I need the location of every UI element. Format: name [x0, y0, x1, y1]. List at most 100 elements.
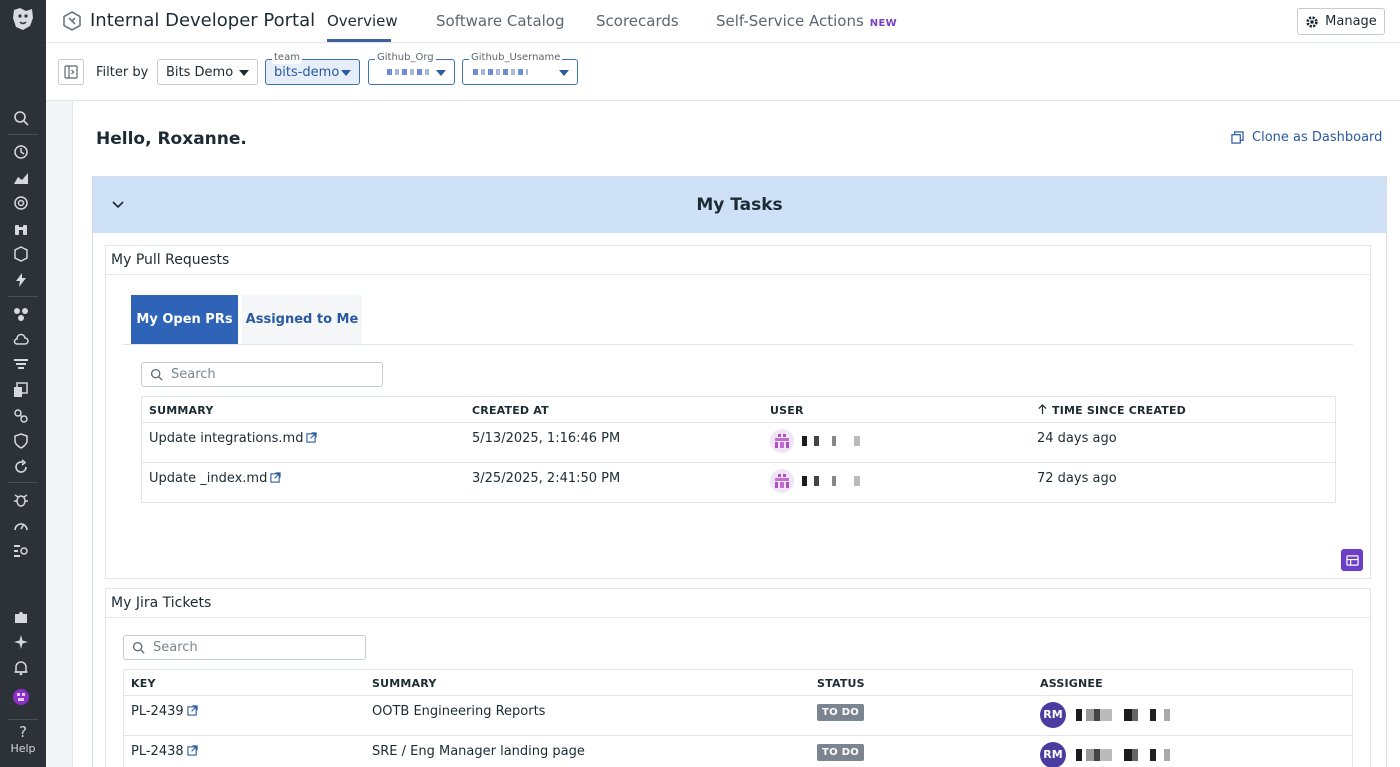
jira-key-link[interactable]: PL-2439	[131, 704, 198, 719]
jira-key-text: PL-2438	[131, 744, 184, 759]
tab-self-service-actions[interactable]: Self-Service Actions NEW	[716, 12, 897, 30]
external-link-icon	[270, 472, 281, 483]
column-time-since-created[interactable]: TIME SINCE CREATED	[1037, 404, 1186, 417]
table-header: KEY SUMMARY STATUS ASSIGNEE	[124, 670, 1352, 696]
cloud-icon[interactable]	[12, 330, 30, 348]
gear-icon	[1306, 15, 1318, 28]
dashboards-icon[interactable]	[12, 169, 30, 187]
pr-user	[770, 469, 862, 493]
github-username-legend: Github_Username	[469, 52, 563, 64]
pr-summary-text: Update integrations.md	[149, 431, 304, 446]
tab-assigned-to-me[interactable]: Assigned to Me	[242, 295, 362, 344]
refresh-icon[interactable]	[12, 458, 30, 476]
bug-icon[interactable]	[12, 491, 30, 509]
jira-summary: SRE / Eng Manager landing page	[372, 744, 585, 759]
copy-icon	[1231, 131, 1244, 144]
manage-label: Manage	[1325, 14, 1377, 29]
tab-self-service-actions-label: Self-Service Actions	[716, 12, 864, 30]
filter-by-label: Filter by	[96, 65, 149, 80]
redacted-assignee-name	[1076, 749, 1172, 761]
search-icon[interactable]	[12, 109, 30, 127]
status-badge: TO DO	[817, 744, 865, 761]
list-search-icon[interactable]	[12, 542, 30, 560]
pr-search-input[interactable]: Search	[141, 362, 383, 387]
tab-my-open-prs[interactable]: My Open PRs	[131, 295, 238, 344]
user-avatar-icon[interactable]	[12, 688, 30, 706]
binoculars-icon[interactable]	[12, 220, 30, 238]
jira-search-placeholder: Search	[153, 640, 198, 655]
monitors-icon[interactable]	[12, 194, 30, 212]
team-select-value: bits-demo	[274, 64, 340, 80]
history-icon[interactable]	[12, 143, 30, 161]
pr-summary-link[interactable]: Update integrations.md	[149, 431, 318, 446]
infrastructure-icon[interactable]	[12, 245, 30, 263]
org-select[interactable]: Bits Demo	[157, 59, 258, 85]
help-button[interactable]: ? Help	[0, 722, 46, 755]
jira-search-input[interactable]: Search	[123, 635, 366, 660]
pull-requests-title: My Pull Requests	[111, 252, 230, 268]
sparkle-icon[interactable]	[12, 633, 30, 651]
jira-status-cell: TO DO	[817, 744, 865, 761]
jira-key-link[interactable]: PL-2438	[131, 744, 198, 759]
dashboard-content: Hello, Roxanne. Clone as Dashboard My Ta…	[72, 101, 1400, 767]
column-assignee[interactable]: ASSIGNEE	[1040, 677, 1103, 690]
column-time-since-created-label: TIME SINCE CREATED	[1052, 404, 1186, 417]
column-status[interactable]: STATUS	[817, 677, 865, 690]
column-key[interactable]: KEY	[131, 677, 156, 690]
tab-overview[interactable]: Overview	[327, 12, 398, 30]
table-row[interactable]: PL-2438 SRE / Eng Manager landing page T…	[124, 736, 1352, 767]
table-row[interactable]: Update _index.md 3/25/2025, 2:41:50 PM 7…	[142, 463, 1335, 503]
status-badge: TO DO	[817, 704, 865, 721]
toggle-panel-button[interactable]	[58, 59, 84, 85]
chevron-down-icon[interactable]	[111, 197, 125, 211]
datadog-logo-icon[interactable]	[8, 4, 38, 34]
avatar: RM	[1040, 702, 1066, 728]
redacted-username	[802, 476, 862, 486]
pr-summary-link[interactable]: Update _index.md	[149, 471, 281, 486]
chevron-down-icon	[436, 70, 446, 76]
my-tasks-group: My Tasks My Pull Requests My Open PRs As…	[92, 176, 1387, 767]
manage-button[interactable]: Manage	[1297, 8, 1385, 35]
search-icon	[132, 641, 145, 654]
column-created-at[interactable]: CREATED AT	[472, 404, 549, 417]
clone-label: Clone as Dashboard	[1252, 130, 1383, 145]
pages-icon[interactable]	[12, 381, 30, 399]
lightning-icon[interactable]	[12, 271, 30, 289]
table-row[interactable]: PL-2439 OOTB Engineering Reports TO DO R…	[124, 696, 1352, 736]
link-icon[interactable]	[12, 407, 30, 425]
user-avatar-icon	[770, 429, 794, 453]
tab-software-catalog[interactable]: Software Catalog	[436, 12, 565, 30]
github-org-legend: Github_Org	[375, 52, 436, 64]
pull-requests-table: SUMMARY CREATED AT USER TIME SINCE CREAT…	[141, 396, 1336, 503]
gauge-icon[interactable]	[12, 517, 30, 535]
github-username-select[interactable]: Github_Username	[462, 52, 578, 85]
org-select-value: Bits Demo	[166, 64, 234, 80]
sort-ascending-icon	[1038, 404, 1047, 415]
logs-icon[interactable]	[12, 356, 30, 374]
active-tab-indicator	[327, 39, 391, 42]
pr-created-at: 3/25/2025, 2:41:50 PM	[472, 471, 621, 486]
clone-as-dashboard-link[interactable]: Clone as Dashboard	[1231, 130, 1382, 145]
my-tasks-header[interactable]: My Tasks	[93, 177, 1386, 233]
github-org-select[interactable]: Github_Org	[368, 52, 455, 85]
team-select[interactable]: team bits-demo	[265, 52, 360, 85]
table-widget-menu-button[interactable]	[1341, 549, 1363, 571]
column-summary[interactable]: SUMMARY	[372, 677, 437, 690]
tab-scorecards[interactable]: Scorecards	[596, 12, 679, 30]
integrations-puzzle-icon[interactable]	[12, 608, 30, 626]
help-icon: ?	[19, 723, 27, 741]
jira-tickets-widget: My Jira Tickets Search KEY SUMMARY STATU…	[105, 588, 1371, 767]
table-row[interactable]: Update integrations.md 5/13/2025, 1:16:4…	[142, 423, 1335, 463]
notifications-bell-icon[interactable]	[12, 659, 30, 677]
column-summary[interactable]: SUMMARY	[149, 404, 214, 417]
jira-assignee: RM	[1040, 702, 1172, 728]
pr-user	[770, 429, 862, 453]
column-user[interactable]: USER	[770, 404, 804, 417]
jira-assignee: RM	[1040, 742, 1172, 767]
left-rail: ? Help	[0, 0, 46, 767]
apm-icon[interactable]	[12, 305, 30, 323]
chevron-down-icon	[341, 70, 351, 76]
sidebar-toggle-icon	[64, 65, 78, 79]
jira-summary: OOTB Engineering Reports	[372, 704, 546, 719]
security-shield-icon[interactable]	[12, 432, 30, 450]
